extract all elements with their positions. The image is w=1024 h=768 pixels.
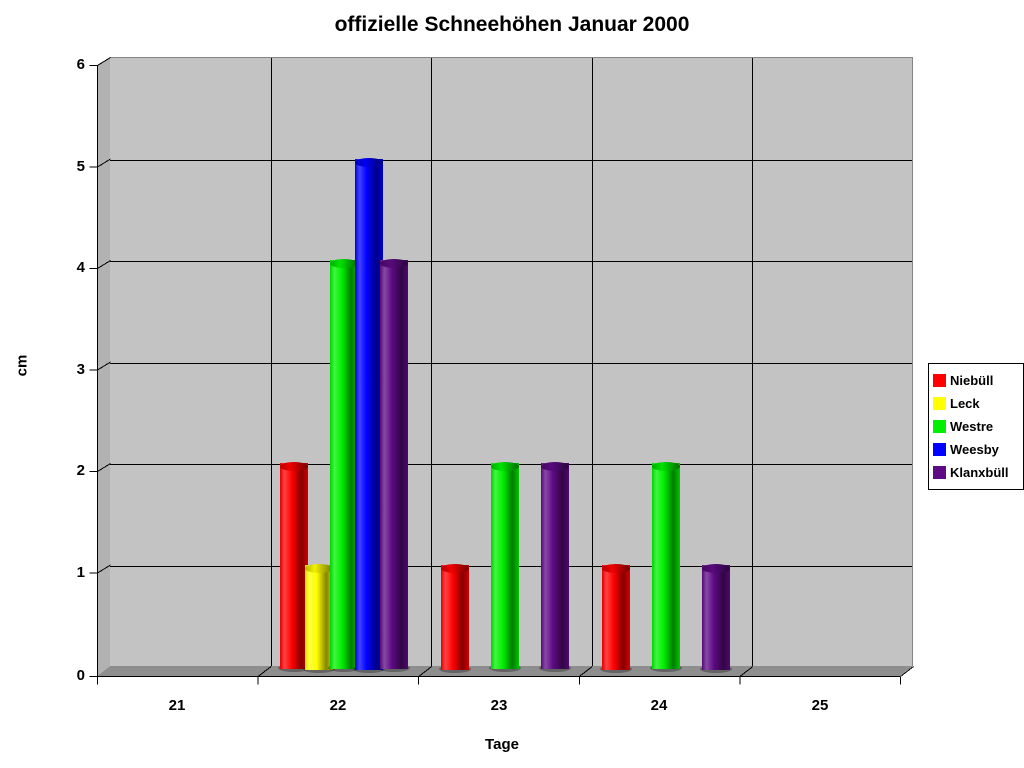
- chart-3d-floor: [97, 666, 913, 676]
- bar-body: [491, 463, 519, 669]
- legend-item-weesby: Weesby: [933, 438, 1019, 461]
- legend-item-westre: Westre: [933, 415, 1019, 438]
- bar-body: [602, 565, 630, 670]
- bar-top-ellipse: [602, 564, 630, 573]
- y-tick-label-5: 5: [76, 158, 85, 175]
- legend-label-niebull: Niebüll: [950, 373, 994, 388]
- gridline-x-boundary-4: [752, 58, 753, 666]
- legend-label-leck: Leck: [950, 396, 980, 411]
- legend-label-weesby: Weesby: [950, 442, 999, 457]
- y-tick-label-2: 2: [76, 462, 85, 479]
- legend-swatch-leck: [933, 397, 946, 410]
- gridline-x-boundary-3: [592, 58, 593, 666]
- chart-title: offizielle Schneehöhen Januar 2000: [334, 13, 690, 36]
- y-tick-label-6: 6: [76, 56, 85, 73]
- bar-top-ellipse: [702, 564, 730, 573]
- bar-top-ellipse: [280, 462, 308, 471]
- legend-label-westre: Westre: [950, 419, 994, 434]
- bar-top-ellipse: [652, 462, 680, 471]
- bar-top-ellipse: [541, 462, 569, 471]
- bar-klanxbull-23: [539, 462, 571, 672]
- bar-top-ellipse: [355, 158, 383, 167]
- bar-westre-24: [650, 462, 682, 672]
- legend-item-leck: Leck: [933, 392, 1019, 415]
- bar-niebull-23: [439, 564, 471, 673]
- bar-klanxbull-22: [378, 259, 410, 672]
- bar-niebull-22: [278, 462, 310, 672]
- gridline-x-boundary-1: [271, 58, 272, 666]
- bar-body: [702, 565, 730, 670]
- bar-westre-23: [489, 462, 521, 672]
- bar-body: [541, 463, 569, 669]
- x-axis-title: Tage: [485, 736, 519, 753]
- legend-swatch-westre: [933, 420, 946, 433]
- bar-body: [305, 565, 333, 670]
- bar-klanxbull-24: [700, 564, 732, 673]
- y-axis-title: cm: [13, 354, 31, 377]
- bar-top-ellipse: [305, 564, 333, 573]
- gridline-x-boundary-2: [431, 58, 432, 666]
- legend-label-klanxbull: Klanxbüll: [950, 465, 1009, 480]
- bar-body: [441, 565, 469, 670]
- legend-swatch-weesby: [933, 443, 946, 456]
- gridline-y-3: [110, 362, 912, 364]
- legend: Niebüll Leck Westre Weesby Klanxbüll: [928, 363, 1024, 490]
- y-tick-label-4: 4: [76, 259, 85, 276]
- x-tick-label-23: 23: [490, 697, 508, 714]
- legend-item-klanxbull: Klanxbüll: [933, 461, 1019, 484]
- gridline-y-5: [110, 159, 912, 161]
- bar-top-ellipse: [441, 564, 469, 573]
- bar-niebull-24: [600, 564, 632, 673]
- bar-body: [380, 260, 408, 669]
- bar-body: [652, 463, 680, 669]
- bar-body: [280, 463, 308, 669]
- bar-top-ellipse: [330, 259, 358, 268]
- legend-swatch-klanxbull: [933, 466, 946, 479]
- y-tick-label-1: 1: [76, 564, 85, 581]
- bar-top-ellipse: [491, 462, 519, 471]
- bar-body: [355, 159, 383, 670]
- x-tick-label-25: 25: [811, 697, 829, 714]
- bar-weesby-22: [353, 158, 385, 673]
- bar-leck-22: [303, 564, 335, 673]
- gridline-y-4: [110, 261, 912, 262]
- bar-westre-22: [328, 259, 360, 672]
- bar-body: [330, 260, 358, 669]
- chart-3d-side-wall: [97, 57, 110, 676]
- x-tick-label-22: 22: [329, 697, 347, 714]
- y-tick-label-0: 0: [76, 667, 85, 684]
- x-tick-label-24: 24: [650, 697, 668, 714]
- x-tick-label-21: 21: [168, 697, 186, 714]
- legend-swatch-niebull: [933, 374, 946, 387]
- bar-top-ellipse: [380, 259, 408, 268]
- y-tick-label-3: 3: [76, 361, 85, 378]
- legend-item-niebull: Niebüll: [933, 369, 1019, 392]
